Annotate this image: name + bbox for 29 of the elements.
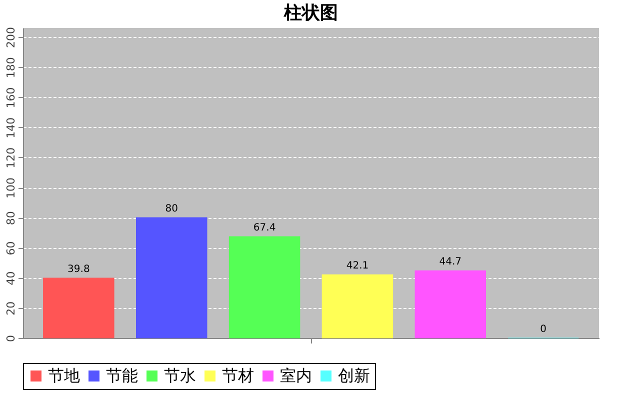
bar [322, 274, 394, 338]
y-tick-label: 160 [4, 87, 18, 108]
legend-label: 节材 [222, 366, 254, 385]
y-tick-label: 20 [4, 301, 18, 316]
legend-label: 节水 [164, 366, 196, 385]
data-label: 0 [540, 324, 547, 335]
y-tick-label: 100 [4, 178, 18, 199]
legend-label: 节能 [106, 366, 138, 385]
y-tick-label: 200 [4, 27, 18, 48]
bar [43, 278, 114, 338]
y-tick-label: 40 [4, 271, 18, 286]
y-tick-label: 120 [4, 147, 18, 168]
legend-label: 节地 [48, 366, 80, 385]
y-tick-label: 80 [4, 211, 18, 226]
data-label: 80 [165, 204, 178, 215]
bar [414, 270, 486, 338]
bar [228, 236, 300, 338]
data-label: 39.8 [68, 264, 90, 276]
legend-label: 室内 [280, 366, 312, 385]
y-tick-label: 60 [4, 241, 18, 256]
y-tick-label: 180 [4, 57, 18, 78]
y-tick-label: 0 [4, 335, 18, 342]
data-label: 42.1 [346, 260, 369, 272]
y-tick-label: 140 [4, 117, 18, 138]
legend-label: 创新 [338, 366, 370, 385]
data-label: 44.7 [439, 256, 462, 268]
chart-title: 柱状图 [283, 2, 338, 24]
data-label: 67.4 [253, 222, 276, 234]
bar [136, 217, 208, 338]
